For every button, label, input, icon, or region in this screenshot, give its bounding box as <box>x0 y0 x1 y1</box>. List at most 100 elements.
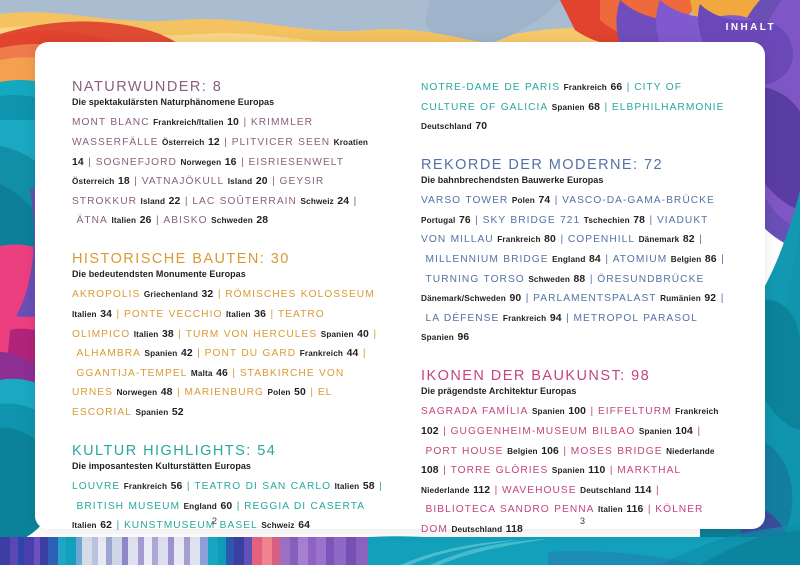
entry-separator: | <box>439 425 450 437</box>
entry-separator: | <box>72 195 357 227</box>
entry-name[interactable]: TEATRO DI SAN CARLO <box>194 480 332 492</box>
entry-separator: | <box>113 520 123 532</box>
entry-name[interactable]: VIADUKT VON MILLAU <box>421 214 709 246</box>
entry-name[interactable]: ÖRESUNDBRÜCKE <box>597 273 705 285</box>
toc-column-right: NOTRE-DAME DE PARIS Frankreich 66 | CITY… <box>421 78 732 535</box>
entry-country: Dänemark/Schweden <box>421 294 506 304</box>
entry-country: Spanien <box>551 102 585 112</box>
entry-separator: | <box>130 176 141 188</box>
entry-name[interactable]: VATNAJÖKULL <box>141 176 225 188</box>
toc-columns: NATURWUNDER: 8 Die spektakulärsten Naturp… <box>72 78 732 535</box>
entry-name[interactable]: LA DÉFENSE <box>425 312 500 324</box>
entry-page-number: 114 <box>634 484 652 496</box>
entry-name[interactable]: RÖMISCHES KOLOSSEUM <box>225 289 375 301</box>
entry-name[interactable]: LAC SOÛTERRAIN <box>192 195 297 207</box>
entry-name[interactable]: ELBPHILHARMONIE <box>611 101 725 113</box>
entry-country: Italien <box>133 329 159 339</box>
entry-name[interactable]: LOUVRE <box>72 480 121 492</box>
toc-section: HISTORISCHE BAUTEN: 30 Die bedeutendsten … <box>72 250 383 423</box>
entry-country: Niederlande <box>421 485 470 495</box>
entry-name[interactable]: PARLAMENTSPALAST <box>533 293 657 305</box>
entry-name[interactable]: MARIENBURG <box>184 387 265 399</box>
entry-name[interactable]: EIFFELTURM <box>597 406 672 418</box>
entry-country: Italien <box>598 505 623 515</box>
entry-separator: | <box>421 484 659 516</box>
entry-name[interactable]: METROPOL PARASOL <box>573 312 698 324</box>
entry-name[interactable]: STABKIRCHE VON URNES <box>72 367 345 399</box>
entry-separator: | <box>72 480 383 512</box>
entry-name[interactable]: KUNSTMUSEUM BASEL <box>123 520 258 532</box>
entry-name[interactable]: TEATRO OLIMPICO <box>72 309 325 340</box>
entry-page-number: 20 <box>255 176 268 188</box>
entry-name[interactable]: KÖLNER DOM <box>421 504 704 535</box>
section-title: NATURWUNDER: 8 <box>72 79 223 95</box>
entry-name[interactable]: TURNING TORSO <box>425 273 525 285</box>
entry-name[interactable]: GUGGENHEIM-MUSEUM BILBAO <box>450 425 636 437</box>
entry-separator: | <box>551 195 562 207</box>
entry-country: Spanien <box>421 333 454 343</box>
entry-name[interactable]: VARSO TOWER <box>421 195 509 207</box>
entry-name[interactable]: TURM VON HERCULES <box>185 328 318 340</box>
entry-name[interactable]: VASCO-DA-GAMA-BRÜCKE <box>562 195 715 207</box>
section-entries: SAGRADA FAMÍLIA Spanien 100 | EIFFELTURM… <box>421 402 732 539</box>
entry-country: Rumänien <box>660 294 701 304</box>
entry-name[interactable]: MARKTHAL <box>617 465 682 477</box>
entry-country: Frankreich <box>563 83 607 92</box>
entry-name[interactable]: NOTRE-DAME DE PARIS <box>421 82 561 93</box>
entry-name[interactable]: AKROPOLIS <box>72 289 141 301</box>
entry-name[interactable]: SAGRADA FAMÍLIA <box>421 406 529 418</box>
toc-section: KULTUR HIGHLIGHTS: 54 Die imposantesten K… <box>72 442 383 536</box>
entry-name[interactable]: ÄTNA <box>76 215 108 227</box>
entry-page-number: 50 <box>294 387 306 399</box>
entry-separator: | <box>173 387 184 399</box>
entry-name[interactable]: COPENHILL <box>567 234 636 246</box>
entry-name[interactable]: PONT DU GARD <box>204 348 297 360</box>
entry-name[interactable]: GGANTIJA-TEMPEL <box>76 367 188 379</box>
folio-right: 3 <box>580 516 586 526</box>
entry-name[interactable]: EL ESCORIAL <box>72 387 332 418</box>
entry-page-number: 116 <box>626 504 644 516</box>
entry-name[interactable]: SKY BRIDGE 721 <box>482 214 581 226</box>
running-head-inhalt: INHALT <box>725 22 776 33</box>
entry-name[interactable]: MOSES BRIDGE <box>570 445 663 457</box>
entry-page-number: 34 <box>100 309 113 320</box>
entry-page-number: 74 <box>538 195 551 207</box>
entry-country: Spanien <box>135 407 169 417</box>
entry-country: Österreich <box>72 177 115 187</box>
entry-country: Malta <box>190 368 213 378</box>
entry-name[interactable]: ABISKO <box>163 215 208 227</box>
entry-country: Norwegen <box>116 388 158 398</box>
entry-name[interactable]: KRIMMLER WASSERFÄLLE <box>72 117 314 149</box>
entry-separator: | <box>586 273 597 285</box>
entry-country: Niederlande <box>666 446 715 456</box>
entry-page-number: 88 <box>573 273 586 285</box>
entry-name[interactable]: CITY OF CULTURE OF GALICIA <box>421 82 683 113</box>
entry-page-number: 62 <box>100 520 113 532</box>
entry-separator: | <box>84 156 95 168</box>
entry-page-number: 90 <box>509 293 522 305</box>
entry-name[interactable]: TORRE GLÒRIES <box>450 465 549 477</box>
entry-page-number: 118 <box>505 523 523 535</box>
entry-name[interactable]: MONT BLANC <box>72 117 150 129</box>
entry-name[interactable]: MILLENNIUM BRIDGE <box>425 253 549 265</box>
entry-name[interactable]: SOGNEFJORD <box>95 156 177 168</box>
entry-name[interactable]: BIBLIOTECA SANDRO PENNA <box>425 504 595 516</box>
entry-separator: | <box>306 387 317 399</box>
section-subtitle: Die bedeutendsten Monumente Europas <box>72 269 246 280</box>
entry-name[interactable]: GEYSIR STROKKUR <box>72 176 325 207</box>
entry-name[interactable]: REGGIA DI CASERTA <box>244 500 366 512</box>
entry-name[interactable]: WAVEHOUSE <box>502 484 577 496</box>
entry-separator: | <box>228 367 239 379</box>
entry-separator: | <box>239 117 250 129</box>
section-subtitle: Die imposantesten Kulturstätten Europas <box>72 460 251 471</box>
entry-name[interactable]: PLITVICER SEEN <box>231 137 331 149</box>
entry-name[interactable]: PORT HOUSE <box>425 445 504 457</box>
entry-name[interactable]: BRITISH MUSEUM <box>76 500 181 512</box>
entry-name[interactable]: PONTE VECCHIO <box>123 309 223 320</box>
entry-name[interactable]: ALHAMBRA <box>76 348 141 360</box>
section-title: HISTORISCHE BAUTEN: 30 <box>72 250 290 267</box>
entry-country: Spanien <box>320 329 354 339</box>
entry-name[interactable]: ATOMIUM <box>612 253 668 265</box>
entry-name[interactable]: EISRIESENWELT <box>248 156 345 168</box>
entry-country: Frankreich <box>675 407 719 417</box>
